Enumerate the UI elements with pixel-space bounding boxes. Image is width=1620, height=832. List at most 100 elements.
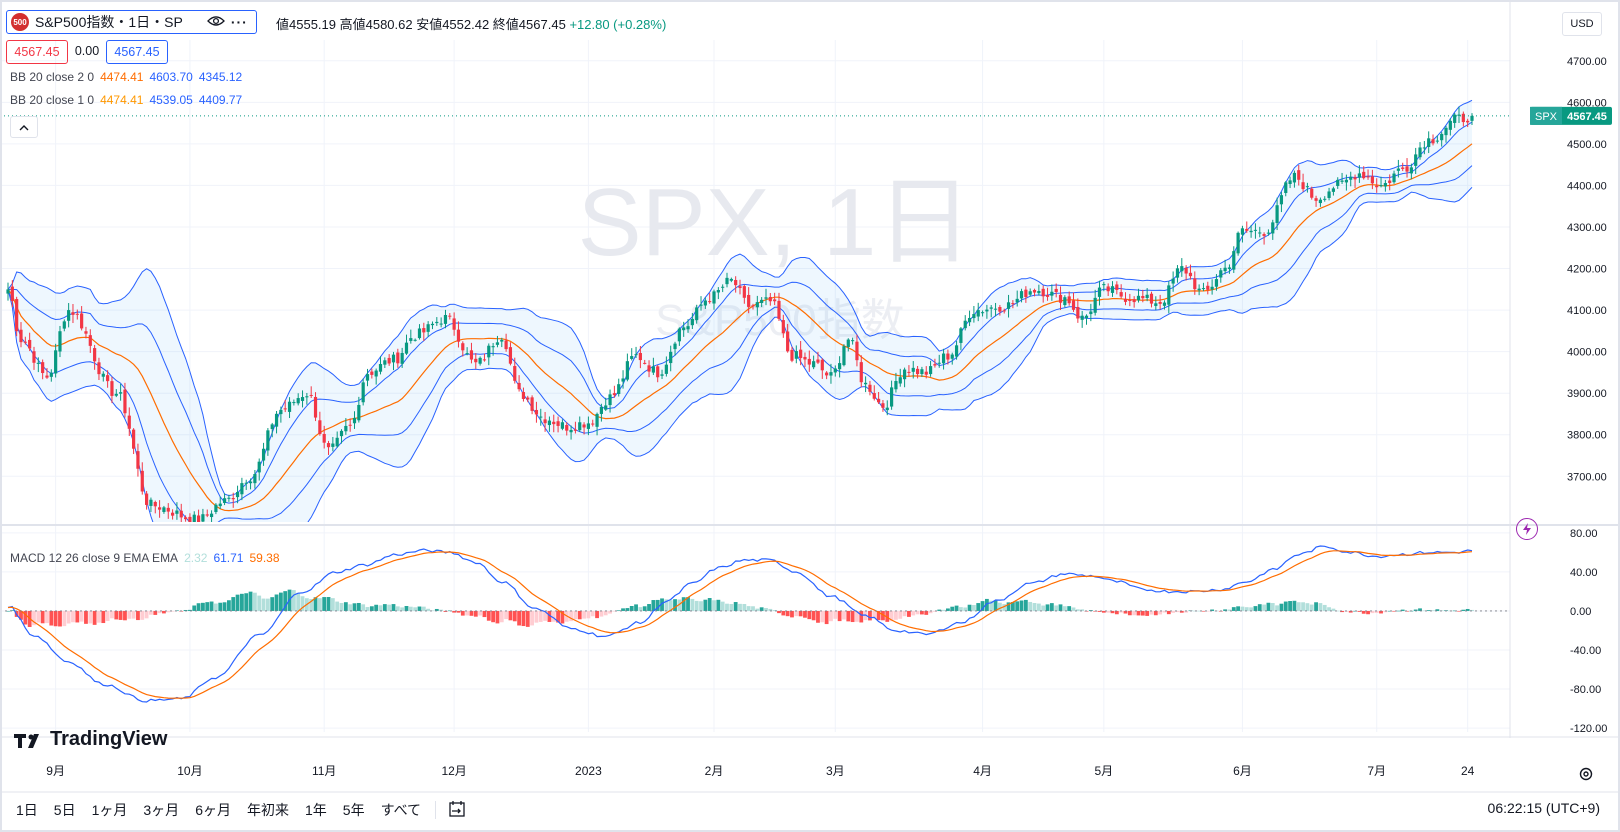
bb1-upper: 4539.05 <box>149 93 193 107</box>
candle-body <box>19 329 23 343</box>
range-3m[interactable]: 3ヶ月 <box>143 802 180 818</box>
price-axis-label: 4200.00 <box>1567 264 1607 276</box>
macd-hist-bar <box>816 610 820 623</box>
macd-hist-bar <box>261 598 266 611</box>
macd-hist-bar <box>62 610 67 627</box>
macd-hist-bar <box>920 610 924 615</box>
range-6m[interactable]: 6ヶ月 <box>195 802 231 818</box>
range-5d[interactable]: 5日 <box>53 802 76 818</box>
macd-axis-label: 0.00 <box>1570 606 1591 618</box>
candle-body <box>695 307 699 321</box>
symbol-header[interactable]: 500 S&P500指数・1日・SP ··· <box>6 10 257 34</box>
macd-hist-bar <box>248 591 253 611</box>
candle-body <box>534 409 539 415</box>
macd-hist-bar <box>183 609 188 611</box>
currency-selector[interactable]: USD <box>1562 12 1602 36</box>
macd-hist-bar <box>638 607 643 611</box>
range-5y[interactable]: 5年 <box>342 802 365 818</box>
bid-price-box[interactable]: 4567.45 <box>6 40 68 64</box>
candle-body <box>1379 185 1383 187</box>
bb1-legend[interactable]: BB 20 close 1 0 4474.41 4539.05 4409.77 <box>10 93 242 107</box>
price-axis-label: 3700.00 <box>1567 471 1607 483</box>
macd-hist-bar <box>907 610 911 617</box>
spread-value: 0.00 <box>74 44 100 58</box>
candle-body <box>45 375 49 378</box>
macd-hist-bar <box>1288 601 1292 611</box>
lightning-icon[interactable] <box>1516 518 1538 540</box>
symbol-title[interactable]: S&P500指数・1日・SP <box>35 14 183 30</box>
macd-hist-bar <box>1158 610 1163 615</box>
ask-price-box[interactable]: 4567.45 <box>106 40 168 64</box>
candle-body <box>1318 199 1323 204</box>
macd-hist-bar <box>1279 603 1284 611</box>
macd-hist-bar <box>460 610 465 616</box>
range-1d[interactable]: 1日 <box>16 802 38 818</box>
macd-hist-bar <box>616 610 621 611</box>
candle-body <box>889 387 894 407</box>
candle-body <box>851 340 855 342</box>
candle-body <box>1097 287 1102 297</box>
bb2-legend[interactable]: BB 20 close 2 0 4474.41 4603.70 4345.12 <box>10 70 242 84</box>
tradingview-logo[interactable]: TradingView <box>14 728 167 751</box>
candle-body <box>526 397 530 400</box>
time-axis-label: 7月 <box>1367 764 1386 778</box>
candle-body <box>491 346 495 348</box>
candle-body <box>495 342 500 345</box>
macd-label: MACD 12 26 close 9 EMA EMA <box>10 551 179 565</box>
candle-body <box>1401 167 1405 169</box>
macd-hist-bar <box>49 610 54 626</box>
candle-body <box>283 408 287 410</box>
candle-body <box>1162 302 1167 306</box>
macd-hist-bar <box>742 604 747 611</box>
candle-body <box>106 375 110 382</box>
macd-hist-bar <box>1006 602 1011 611</box>
macd-hist-bar <box>1002 604 1007 611</box>
range-1m[interactable]: 1ヶ月 <box>91 802 128 818</box>
compare-calendar-icon[interactable] <box>448 800 466 821</box>
macd-hist-bar <box>811 610 816 621</box>
range-all[interactable]: すべて <box>380 802 422 818</box>
macd-hist-bar <box>1470 609 1474 611</box>
collapse-legend-button[interactable] <box>10 116 38 138</box>
range-ytd[interactable]: 年初来 <box>246 802 289 818</box>
candle-body <box>569 429 573 433</box>
candle-body <box>716 289 720 293</box>
macd-legend[interactable]: MACD 12 26 close 9 EMA EMA 2.32 61.71 59… <box>10 551 280 565</box>
candle-body <box>1037 291 1041 294</box>
candle-body <box>933 364 937 366</box>
time-axis-label: 12月 <box>441 764 466 778</box>
more-icon[interactable]: ··· <box>230 14 248 30</box>
macd-hist-bar <box>950 606 955 611</box>
macd-hist-bar <box>270 597 275 611</box>
candle-body <box>1201 288 1206 290</box>
candle-body <box>820 359 824 371</box>
eye-icon[interactable] <box>206 14 225 30</box>
candle-body <box>1344 179 1348 183</box>
macd-hist-value: 2.32 <box>184 551 208 565</box>
macd-hist-bar <box>855 610 859 622</box>
candle-body <box>799 349 803 359</box>
macd-hist-bar <box>1140 610 1145 616</box>
macd-hist-bar <box>335 601 340 611</box>
macd-hist-bar <box>599 610 604 617</box>
candle-body <box>1219 270 1223 278</box>
candle-body <box>383 360 387 365</box>
candle-body <box>443 314 448 324</box>
candle-body <box>894 381 898 390</box>
range-1y[interactable]: 1年 <box>304 802 327 818</box>
macd-hist-bar <box>1262 604 1266 611</box>
candle-body <box>1041 288 1045 297</box>
macd-axis-label: -80.00 <box>1570 684 1601 696</box>
settings-icon[interactable] <box>1578 766 1594 787</box>
candle-body <box>1362 171 1366 179</box>
bb-upper2-line <box>7 99 1473 497</box>
macd-hist-bar <box>36 610 41 623</box>
macd-hist-bar <box>326 597 331 611</box>
candle-body <box>400 352 404 364</box>
macd-hist-bar <box>993 600 998 611</box>
macd-hist-bar <box>395 606 400 611</box>
candle-body <box>539 416 543 418</box>
macd-axis-label: -40.00 <box>1570 645 1601 657</box>
candle-body <box>1089 311 1093 315</box>
